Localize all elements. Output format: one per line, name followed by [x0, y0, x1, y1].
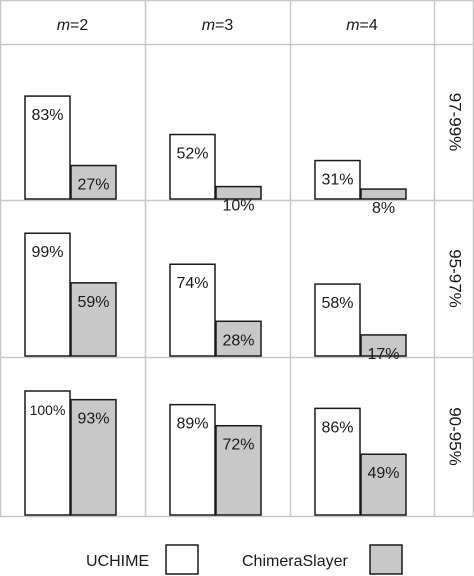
data-label-r0-c2-0: 31% — [321, 172, 353, 189]
data-label-r0-c2-1: 8% — [372, 200, 395, 217]
bar-r0-c2-uchime — [314, 159, 361, 200]
bar-r2-c0-chimeraslayer — [70, 398, 117, 516]
legend-label-uchime: UCHIME — [86, 553, 149, 570]
bar-r2-c0-uchime — [24, 390, 71, 516]
data-label-r2-c2-0: 86% — [321, 419, 353, 436]
data-label-r1-c1-0: 74% — [176, 275, 208, 292]
bar-r2-c2-chimeraslayer — [360, 453, 407, 516]
data-label-r2-c0-0: 100% — [30, 402, 66, 418]
column-header-value: =2 — [70, 17, 88, 34]
bar-r0-c1-uchime — [169, 133, 216, 200]
column-header-prefix: m — [57, 17, 70, 34]
data-label-r1-c2-0: 58% — [321, 295, 353, 312]
legend: UCHIME ChimeraSlayer — [86, 544, 403, 575]
legend-swatch-uchime — [165, 544, 199, 575]
bar-r2-c1-chimeraslayer — [215, 424, 262, 516]
data-label-r2-c0-1: 93% — [77, 411, 109, 428]
bar-r0-c2-chimeraslayer — [360, 188, 407, 200]
bars: 83% 27% 52% 10% 31% 8% 99% 59% 74% 28% 58% 17% 100% 9… — [24, 95, 407, 516]
data-label-r2-c1-0: 89% — [176, 416, 208, 433]
column-header-prefix: m — [202, 17, 215, 34]
column-header-2: m=4 — [346, 17, 378, 34]
bar-r1-c1-uchime — [169, 263, 216, 357]
data-label-r1-c1-1: 28% — [222, 332, 254, 349]
bar-r0-c0-chimeraslayer — [70, 164, 117, 200]
data-label-r1-c0-1: 59% — [77, 294, 109, 311]
bar-r1-c2-chimeraslayer — [360, 334, 407, 357]
legend-label-chimeraslayer: ChimeraSlayer — [242, 553, 348, 570]
bar-r2-c1-uchime — [169, 403, 216, 516]
data-label-r0-c0-0: 83% — [31, 107, 63, 124]
bar-r1-c0-chimeraslayer — [70, 282, 117, 357]
column-header-1: m=3 — [202, 17, 234, 34]
data-label-r0-c0-1: 27% — [77, 177, 109, 194]
bar-r2-c2-uchime — [314, 407, 361, 516]
bar-r0-c0-uchime — [24, 95, 71, 200]
bar-r1-c1-chimeraslayer — [215, 320, 262, 357]
data-label-r1-c0-0: 99% — [31, 244, 63, 261]
data-label-r1-c2-1: 17% — [367, 346, 399, 363]
data-label-r2-c1-1: 72% — [222, 437, 254, 454]
column-header-value: =4 — [360, 17, 378, 34]
column-headers: m=2 m=3 m=4 — [57, 17, 378, 34]
column-header-prefix: m — [346, 17, 359, 34]
data-label-r2-c2-1: 49% — [367, 465, 399, 482]
legend-swatch-chimeraslayer — [369, 544, 403, 575]
row-label-2: 90-95% — [446, 407, 465, 466]
column-header-0: m=2 — [57, 17, 89, 34]
bar-r1-c0-uchime — [24, 232, 71, 357]
row-labels: 97-99% 95-97% 90-95% — [446, 93, 465, 466]
bar-r0-c1-chimeraslayer — [215, 185, 262, 200]
row-label-1: 95-97% — [446, 249, 465, 308]
data-label-r0-c1-1: 10% — [222, 198, 254, 215]
bar-r1-c2-uchime — [314, 283, 361, 357]
column-header-value: =3 — [215, 17, 233, 34]
row-label-0: 97-99% — [446, 93, 465, 152]
data-label-r0-c1-0: 52% — [176, 146, 208, 163]
